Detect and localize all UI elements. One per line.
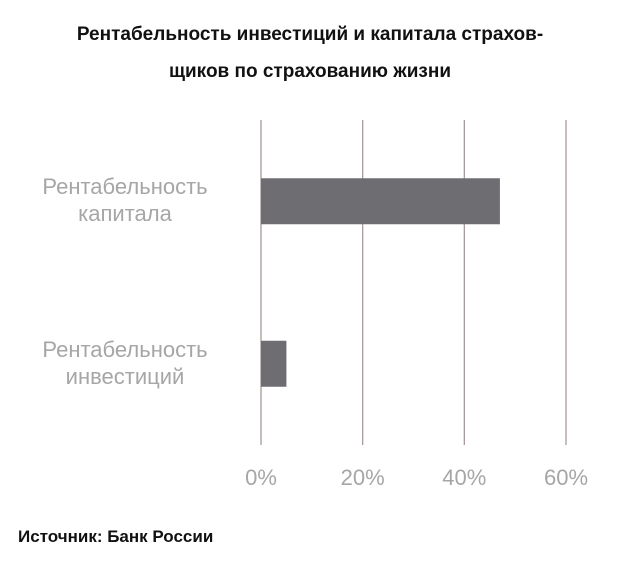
bar xyxy=(261,178,500,225)
x-tick-label: 40% xyxy=(442,465,486,490)
x-tick-label: 20% xyxy=(341,465,385,490)
y-tick-label: Рентабельность капитала xyxy=(42,174,208,227)
source: Источник: Банк России xyxy=(18,527,214,546)
y-tick-label: Рентабельность инвестиций xyxy=(42,336,208,389)
x-tick-label: 60% xyxy=(544,465,588,490)
bar xyxy=(261,340,287,387)
chart-title: щиков по страхованию жизни xyxy=(168,61,452,82)
x-tick-label: 0% xyxy=(245,465,277,490)
chart-title: Рентабельность инвестиций и капитала стр… xyxy=(76,24,544,45)
